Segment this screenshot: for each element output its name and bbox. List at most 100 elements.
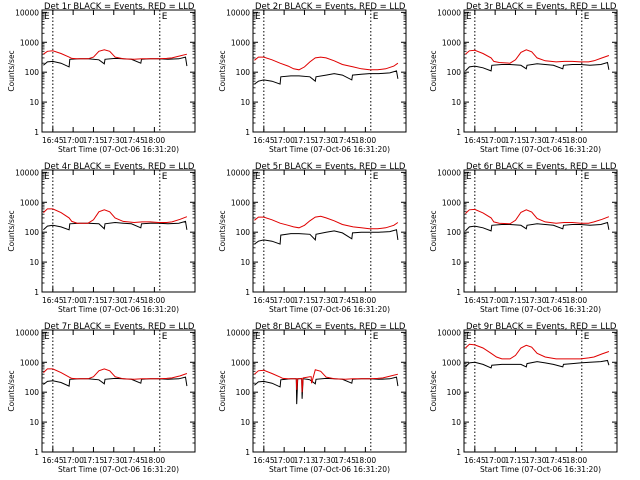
marker-e-right: E: [373, 332, 379, 342]
y-tick-label: 100: [447, 228, 462, 237]
panel-title: Det 8r BLACK = Events, RED = LLD: [255, 322, 406, 332]
series-lld-line: [254, 56, 399, 71]
y-tick-label: 10000: [226, 8, 250, 17]
x-tick-label: 16:45: [464, 296, 486, 305]
marker-e-left: E: [466, 332, 472, 342]
series-lld-line: [43, 208, 188, 224]
x-tick-label: 18:00: [566, 296, 588, 305]
x-tick-label: 17:00: [484, 456, 506, 465]
y-axis-label: Counts/sec: [429, 370, 438, 411]
x-tick-label: 17:15: [83, 456, 105, 465]
x-axis-label: Start Time (07-Oct-06 16:31:20): [480, 305, 601, 314]
marker-e-left: E: [255, 332, 261, 342]
marker-e-left: E: [466, 12, 472, 22]
y-tick-label: 10: [240, 418, 250, 427]
x-axis-label: Start Time (07-Oct-06 16:31:20): [480, 465, 601, 474]
x-tick-label: 18:00: [566, 136, 588, 145]
x-axis-label: Start Time (07-Oct-06 16:31:20): [58, 465, 179, 474]
y-tick-label: 10: [29, 258, 39, 267]
series-lld-line: [465, 208, 610, 225]
panel-title: Det 9r BLACK = Events, RED = LLD: [466, 322, 617, 332]
y-tick-label: 10000: [15, 8, 39, 17]
x-tick-label: 17:45: [123, 456, 145, 465]
x-tick-label: 17:45: [545, 296, 567, 305]
x-tick-label: 16:45: [42, 296, 64, 305]
y-tick-label: 1: [34, 128, 39, 137]
x-tick-label: 16:45: [253, 296, 275, 305]
x-tick-label: 17:45: [545, 136, 567, 145]
x-tick-label: 17:15: [505, 456, 527, 465]
x-tick-label: 17:45: [334, 136, 356, 145]
x-tick-label: 18:00: [355, 456, 377, 465]
plot-frame: [41, 329, 196, 453]
y-axis-label: Counts/sec: [429, 50, 438, 91]
x-tick-label: 17:45: [123, 136, 145, 145]
y-tick-label: 10000: [15, 328, 39, 337]
series-events-line: [465, 221, 610, 232]
marker-e-right: E: [584, 12, 590, 22]
panel-title: Det 7r BLACK = Events, RED = LLD: [44, 322, 195, 332]
plot-frame: [252, 9, 407, 133]
plot-frame: [41, 9, 196, 133]
x-tick-label: 17:15: [83, 136, 105, 145]
series-events-line: [254, 229, 399, 245]
y-tick-label: 1: [34, 448, 39, 457]
y-tick-label: 100: [25, 388, 40, 397]
plot-frame: [252, 169, 407, 293]
x-axis-label: Start Time (07-Oct-06 16:31:20): [58, 305, 179, 314]
x-tick-label: 17:30: [525, 296, 547, 305]
series-lld-line: [254, 215, 399, 230]
x-tick-label: 17:00: [484, 296, 506, 305]
x-tick-label: 17:00: [273, 136, 295, 145]
x-tick-label: 17:00: [273, 456, 295, 465]
series-events-line: [254, 376, 399, 405]
panel-title: Det 4r BLACK = Events, RED = LLD: [44, 162, 195, 172]
x-tick-label: 18:00: [144, 296, 166, 305]
x-tick-label: 17:30: [314, 456, 336, 465]
x-tick-label: 17:45: [123, 296, 145, 305]
y-tick-label: 1: [245, 128, 250, 137]
y-axis-label: Counts/sec: [7, 370, 16, 411]
x-tick-label: 17:30: [103, 456, 125, 465]
y-tick-label: 100: [236, 388, 251, 397]
marker-e-left: E: [44, 12, 50, 22]
plot-frame: [252, 329, 407, 453]
marker-e-left: E: [44, 332, 50, 342]
marker-e-right: E: [373, 172, 379, 182]
x-tick-label: 17:45: [334, 456, 356, 465]
x-tick-label: 17:30: [103, 296, 125, 305]
series-lld-line: [254, 369, 399, 393]
marker-e-right: E: [373, 12, 379, 22]
series-lld-line: [43, 49, 188, 60]
x-tick-label: 17:00: [62, 136, 84, 145]
marker-e-left: E: [255, 172, 261, 182]
marker-e-right: E: [162, 172, 168, 182]
y-tick-label: 1000: [20, 38, 39, 47]
y-tick-label: 10: [451, 258, 461, 267]
marker-e-right: E: [584, 172, 590, 182]
plot-frame: [463, 169, 618, 293]
x-axis-label: Start Time (07-Oct-06 16:31:20): [480, 145, 601, 154]
marker-e-right: E: [162, 332, 168, 342]
x-tick-label: 17:00: [484, 136, 506, 145]
series-events-line: [465, 359, 610, 369]
marker-e-right: E: [584, 332, 590, 342]
x-tick-label: 17:13: [294, 456, 316, 465]
x-tick-label: 17:30: [525, 456, 547, 465]
series-events-line: [43, 220, 188, 231]
y-tick-label: 1000: [231, 198, 250, 207]
y-tick-label: 1: [456, 288, 461, 297]
y-tick-label: 1000: [20, 198, 39, 207]
x-tick-label: 18:00: [144, 136, 166, 145]
y-tick-label: 1: [245, 288, 250, 297]
series-lld-line: [465, 49, 610, 64]
x-tick-label: 17:00: [62, 456, 84, 465]
y-tick-label: 1000: [442, 358, 461, 367]
series-lld-line: [465, 343, 610, 360]
